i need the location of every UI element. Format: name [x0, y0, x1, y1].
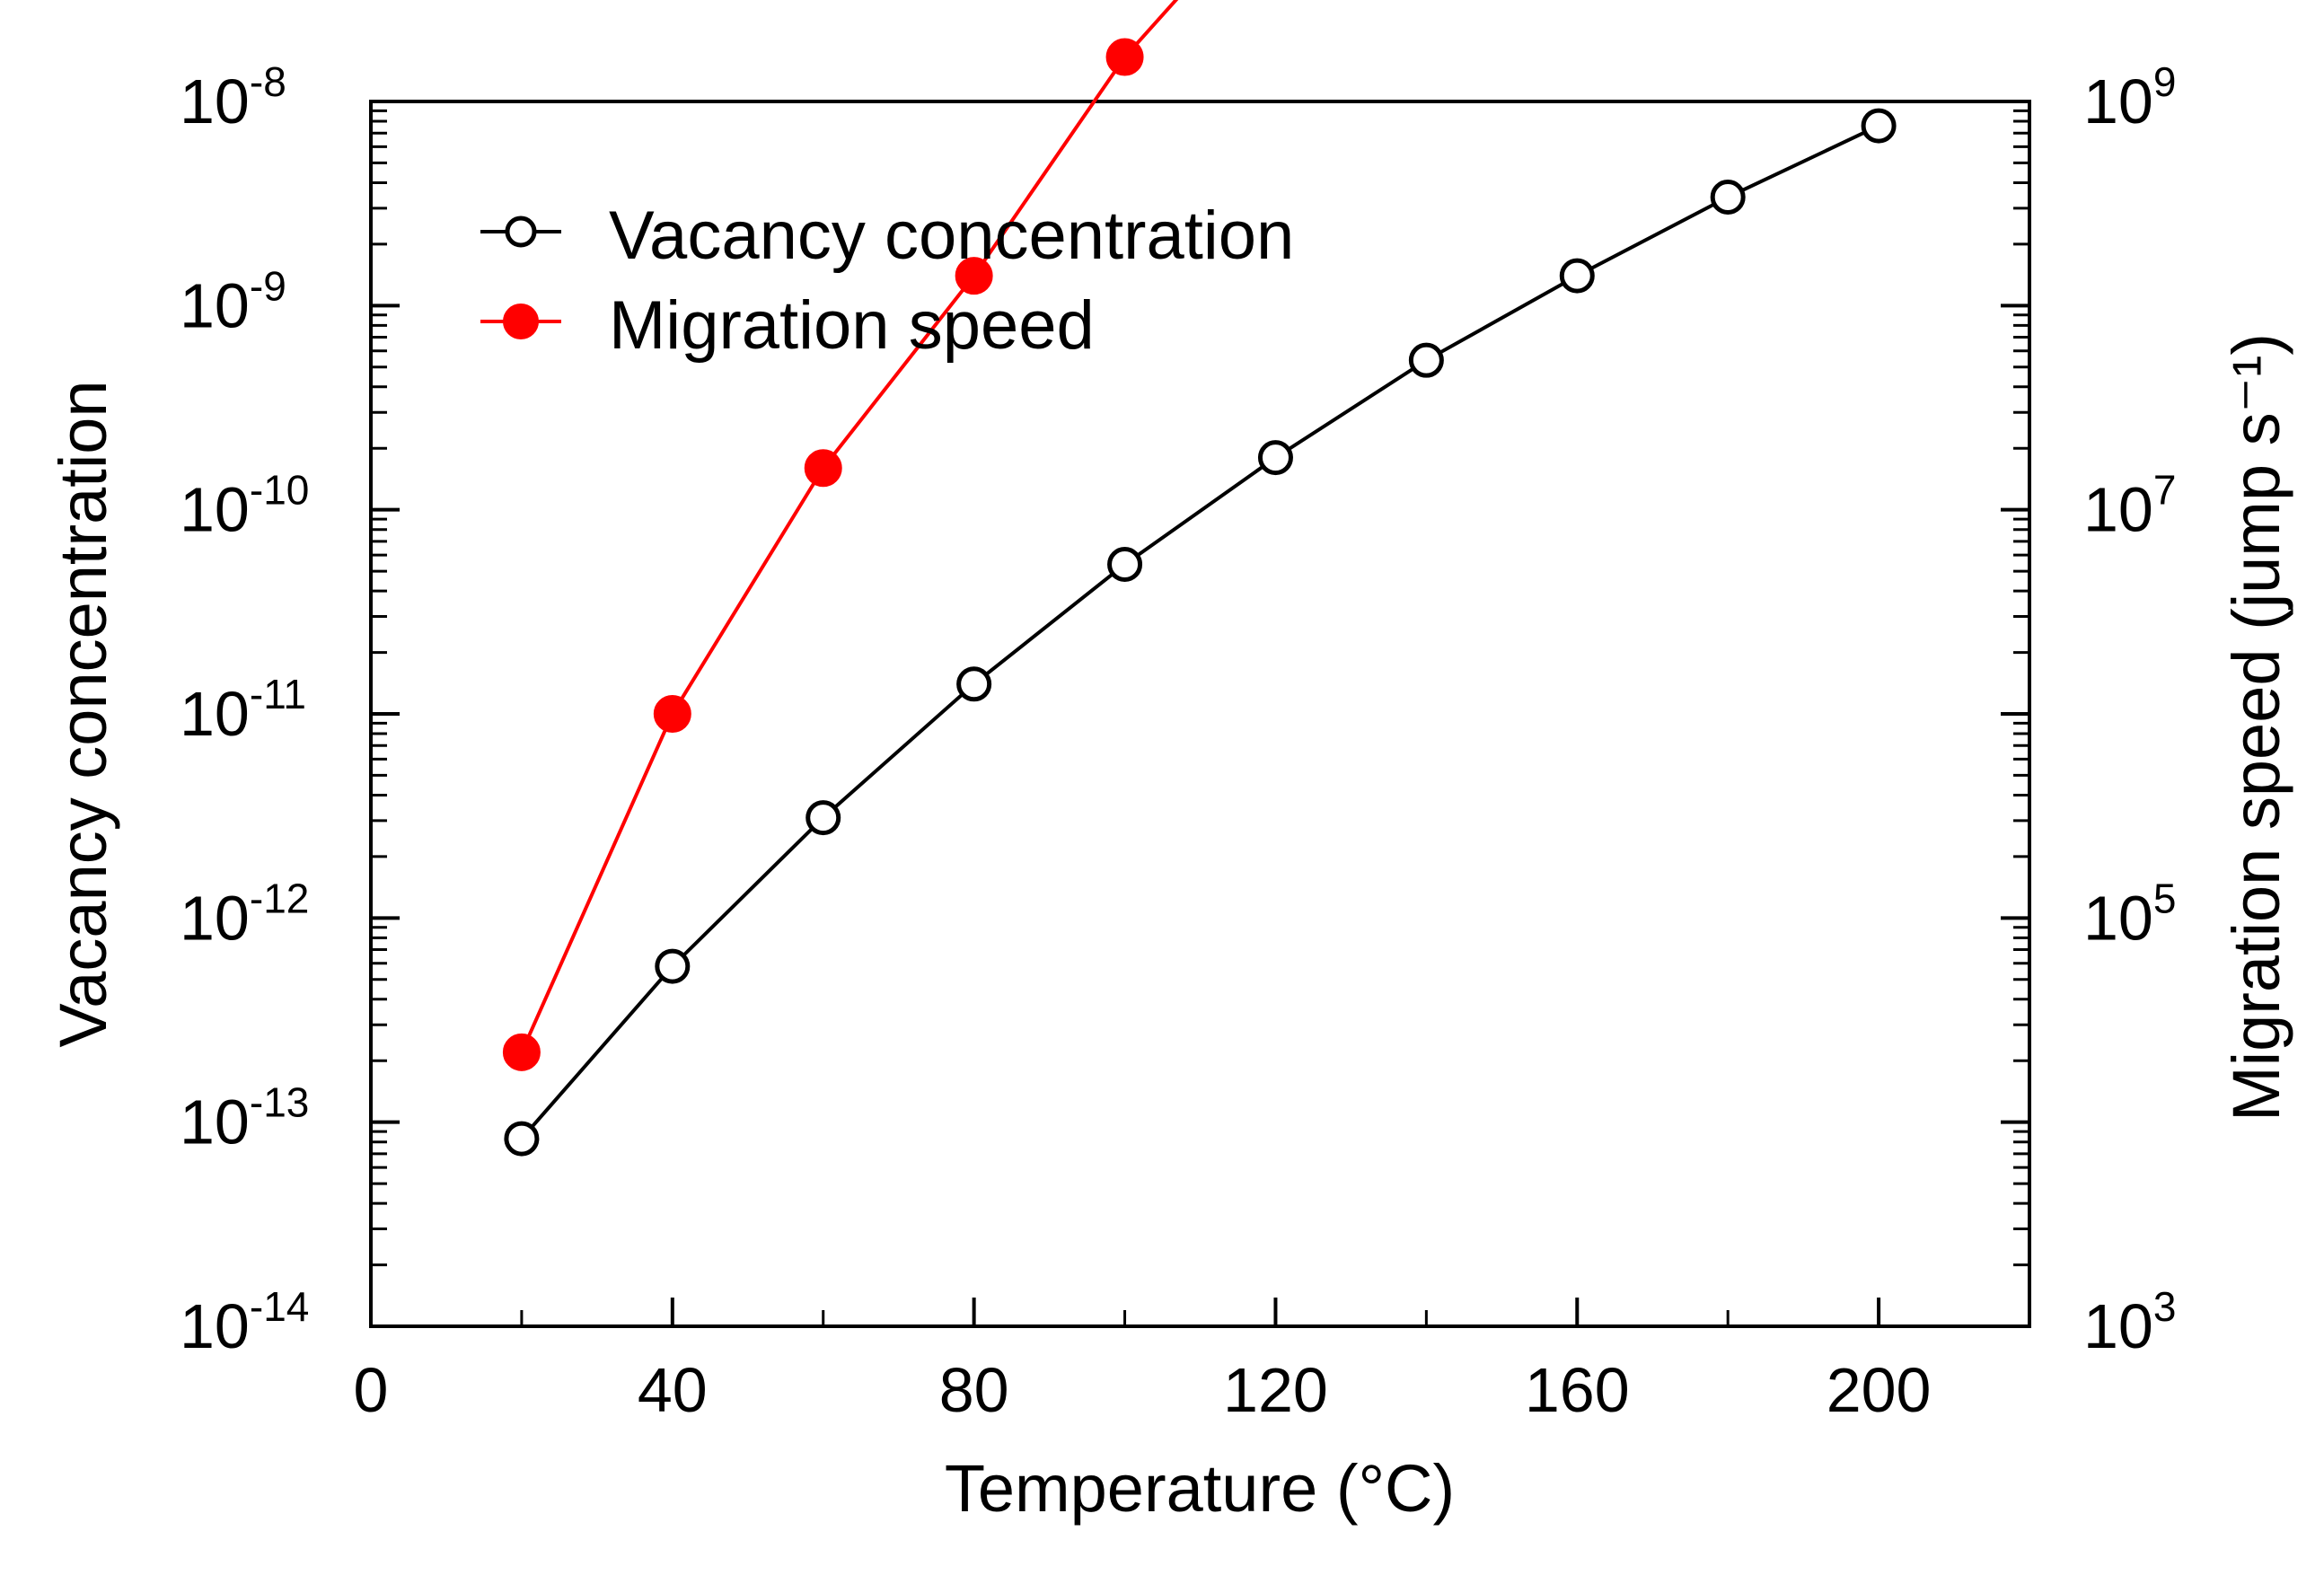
x-axis-title: Temperature (°C) — [945, 1451, 1455, 1526]
data-point-vacancy — [504, 1121, 540, 1157]
x-tick-label: 80 — [939, 1355, 1009, 1425]
y-left-tick-label: 10-10 — [180, 467, 309, 545]
data-point-vacancy — [1107, 547, 1143, 583]
y-right-axis-title: Migration speed (jump s⁻¹) — [2219, 333, 2293, 1122]
legend-marker-migration — [503, 304, 539, 339]
data-point-vacancy — [655, 948, 691, 984]
data-point-vacancy — [805, 800, 841, 836]
y-right-tick-labels: 109 107 105 103 — [2083, 58, 2176, 1361]
data-point-vacancy — [1861, 108, 1897, 144]
series-layer — [502, 0, 1897, 1157]
data-point-migration — [1105, 38, 1144, 76]
legend-label-vacancy: Vacancy concentration — [609, 198, 1294, 274]
legend-marker-vacancy — [505, 216, 537, 248]
data-point-migration — [653, 695, 691, 733]
y-left-tick-label: 10-8 — [180, 58, 286, 136]
y-right-tick-label: 103 — [2083, 1283, 2176, 1361]
y-left-tick-label: 10-11 — [180, 671, 306, 749]
x-tick-label: 0 — [354, 1355, 389, 1425]
data-point-vacancy — [956, 666, 992, 702]
data-point-vacancy — [1408, 342, 1444, 378]
data-point-migration — [804, 449, 842, 488]
x-tick-label: 40 — [638, 1355, 708, 1425]
y-right-tick-label: 105 — [2083, 875, 2176, 953]
x-tick-label: 120 — [1223, 1355, 1328, 1425]
legend-label-migration: Migration speed — [609, 287, 1095, 364]
series-line-vacancy — [520, 124, 1879, 1140]
series-line-migration — [520, 0, 1179, 1053]
y-right-tick-label: 109 — [2083, 58, 2176, 136]
data-point-migration — [955, 257, 993, 295]
legend: Vacancy concentration Migration speed — [480, 198, 1294, 364]
y-right-tick-label: 107 — [2083, 467, 2176, 545]
y-left-tick-label: 10-12 — [180, 875, 309, 953]
y-left-tick-label: 10-13 — [180, 1079, 309, 1157]
y-left-tick-label: 10-14 — [180, 1283, 309, 1361]
x-tick-labels: 0 40 80 120 160 200 — [354, 1355, 1932, 1425]
x-tick-label: 200 — [1827, 1355, 1932, 1425]
data-point-migration — [502, 1033, 541, 1071]
data-point-vacancy — [1559, 258, 1595, 294]
x-tick-label: 160 — [1525, 1355, 1630, 1425]
y-left-tick-label: 10-9 — [180, 262, 286, 340]
plot-frame — [369, 100, 2031, 1328]
major-ticks — [369, 100, 2029, 1328]
y-left-axis-title: Vacancy concentration — [46, 380, 120, 1047]
data-point-vacancy — [1257, 440, 1293, 476]
data-point-vacancy — [1710, 180, 1746, 216]
minor-ticks — [371, 109, 2031, 1326]
y-left-tick-labels: 10-8 10-9 10-10 10-11 10-12 10-13 10-14 — [180, 58, 309, 1361]
